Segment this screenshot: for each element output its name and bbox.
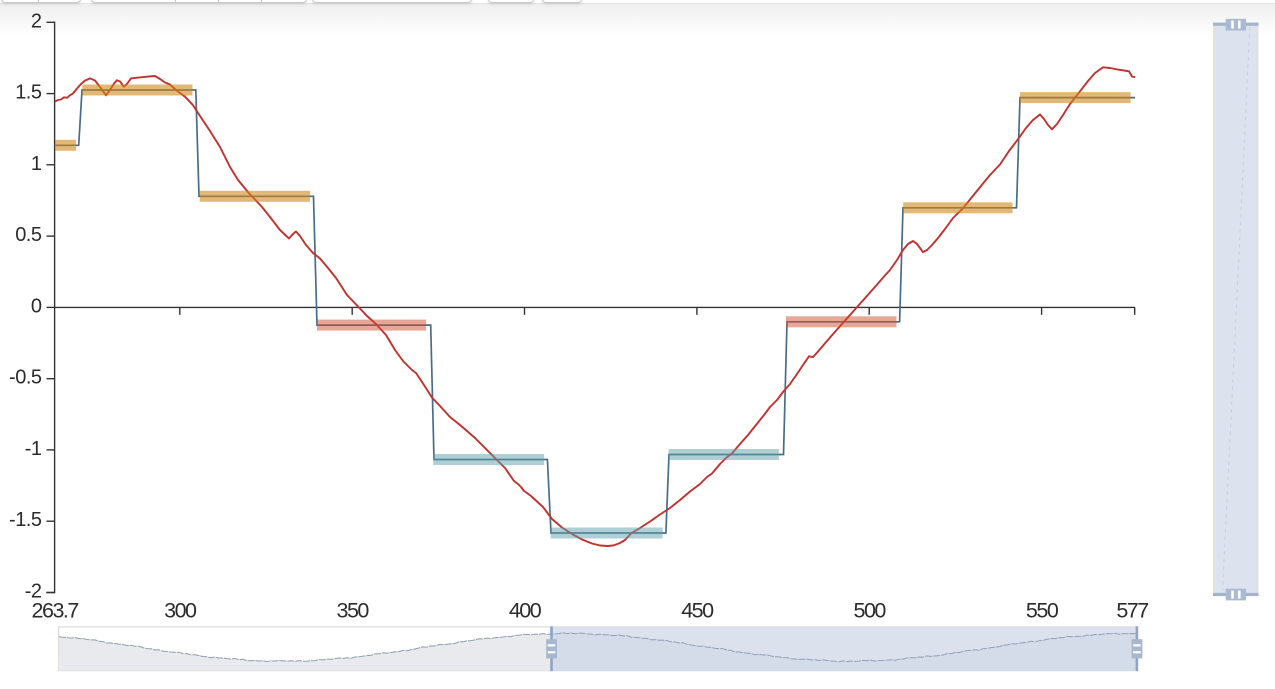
svg-text:0: 0 xyxy=(31,295,42,317)
svg-text:1: 1 xyxy=(31,153,42,175)
svg-text:350: 350 xyxy=(337,599,370,623)
svg-text:400: 400 xyxy=(509,599,542,623)
svg-text:-0.5: -0.5 xyxy=(9,367,42,389)
svg-text:-1: -1 xyxy=(25,438,42,460)
svg-text:0.5: 0.5 xyxy=(15,224,42,246)
svg-text:300: 300 xyxy=(164,599,197,623)
svg-text:500: 500 xyxy=(854,599,887,623)
svg-text:-1.5: -1.5 xyxy=(9,509,42,531)
svg-text:577: 577 xyxy=(1116,599,1148,623)
svg-text:2: 2 xyxy=(31,10,42,32)
svg-text:263.7: 263.7 xyxy=(32,599,79,623)
svg-text:450: 450 xyxy=(681,599,714,623)
svg-text:-2: -2 xyxy=(25,581,42,603)
svg-text:550: 550 xyxy=(1026,599,1059,623)
svg-text:1.5: 1.5 xyxy=(15,82,42,104)
